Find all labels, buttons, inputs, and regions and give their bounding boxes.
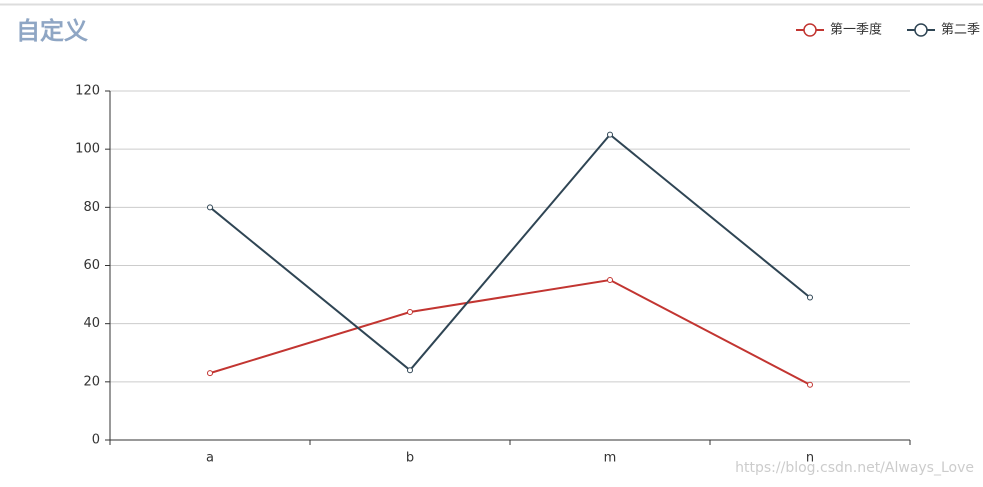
legend-label: 第二季 <box>941 23 980 38</box>
y-tick-label: 80 <box>83 200 100 215</box>
y-tick-label: 40 <box>83 316 100 331</box>
data-point <box>207 370 213 377</box>
x-tick-label: a <box>206 451 214 466</box>
legend-icon <box>914 23 928 37</box>
data-point <box>607 131 613 138</box>
data-point <box>807 381 813 388</box>
data-point <box>807 294 813 301</box>
data-point <box>607 277 613 284</box>
legend-label: 第一季度 <box>830 22 882 38</box>
y-tick-label: 60 <box>83 258 100 273</box>
chart-title: 自定义 <box>16 17 88 45</box>
legend-icon <box>803 23 817 37</box>
y-tick-label: 120 <box>75 84 100 99</box>
y-tick-label: 0 <box>92 433 100 448</box>
data-point <box>407 309 413 316</box>
series-line <box>209 279 811 386</box>
data-point <box>407 367 413 374</box>
y-tick-label: 100 <box>75 142 100 157</box>
x-tick-label: n <box>806 451 814 466</box>
series-line <box>209 133 811 372</box>
x-tick-label: m <box>604 451 617 466</box>
watermark: https://blog.csdn.net/Always_Love <box>735 460 974 476</box>
y-tick-label: 20 <box>83 374 100 389</box>
x-tick-label: b <box>406 451 414 466</box>
data-point <box>207 204 213 211</box>
